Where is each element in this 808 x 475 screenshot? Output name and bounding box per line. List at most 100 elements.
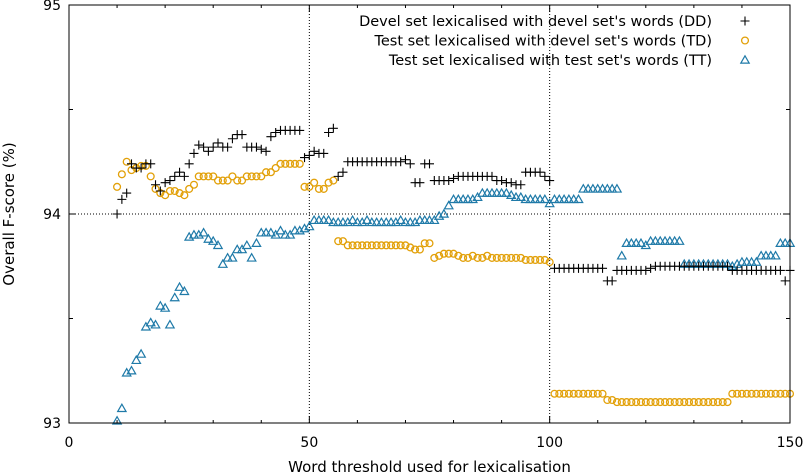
data-point — [305, 182, 314, 191]
data-point — [113, 182, 122, 191]
axis-ticks: 0 50 100 150 93 94 95 — [43, 0, 803, 451]
data-point — [536, 255, 545, 265]
data-point — [776, 389, 785, 398]
data-point — [122, 157, 131, 166]
data-point — [338, 237, 348, 246]
data-point — [584, 389, 593, 398]
data-point — [771, 389, 780, 398]
data-point — [395, 214, 406, 225]
data-point — [213, 176, 223, 185]
data-point — [286, 159, 295, 168]
data-point — [635, 237, 647, 248]
data-point — [627, 398, 636, 407]
data-point — [213, 138, 223, 148]
data-point — [415, 245, 424, 254]
data-point — [112, 209, 122, 219]
data-point — [256, 144, 266, 154]
data-point — [207, 235, 219, 245]
data-point — [540, 171, 550, 181]
data-point — [324, 178, 333, 187]
data-point — [646, 398, 655, 407]
data-point — [415, 178, 425, 188]
data-point — [348, 241, 357, 250]
data-point — [362, 241, 372, 250]
data-point — [217, 258, 229, 268]
data-point — [324, 127, 334, 137]
data-point — [396, 241, 405, 250]
data-point — [425, 239, 434, 248]
data-point — [401, 241, 410, 250]
data-point — [261, 146, 271, 156]
data-point — [208, 142, 218, 152]
legend-marker-circle — [740, 36, 750, 45]
data-point — [718, 398, 727, 407]
data-point — [328, 123, 338, 133]
data-point — [632, 398, 641, 407]
legend: Devel set lexicalised with devel set's w… — [359, 14, 751, 69]
y-tick-label: 94 — [43, 207, 61, 223]
data-point — [329, 176, 338, 185]
data-point — [487, 171, 497, 181]
data-point — [646, 263, 656, 273]
data-point — [262, 168, 271, 177]
data-point — [367, 241, 376, 250]
data-point — [733, 389, 742, 398]
data-point — [276, 159, 285, 168]
data-point — [680, 398, 689, 407]
data-point — [185, 184, 194, 193]
data-point — [116, 402, 128, 413]
data-point — [237, 130, 247, 140]
data-point — [170, 186, 179, 196]
data-point — [598, 263, 608, 273]
data-point — [539, 193, 551, 204]
data-point — [275, 225, 286, 235]
data-point — [203, 146, 213, 156]
data-point — [487, 253, 497, 262]
data-point — [622, 398, 631, 407]
data-point — [122, 188, 132, 198]
legend-marker-triangle — [739, 54, 751, 64]
data-point — [483, 251, 492, 260]
data-point — [184, 159, 194, 169]
data-point — [145, 317, 156, 327]
data-point — [435, 251, 444, 260]
data-point — [531, 255, 540, 265]
data-point — [449, 173, 459, 183]
data-point — [723, 261, 733, 271]
data-point — [300, 153, 310, 163]
legend-label-td: Test set lexicalised with devel set's wo… — [373, 34, 712, 50]
data-point — [685, 398, 694, 407]
data-point — [775, 265, 785, 275]
data-point — [189, 148, 199, 158]
data-point — [766, 389, 775, 398]
data-point — [781, 389, 790, 398]
data-point — [223, 176, 232, 185]
data-point — [212, 239, 224, 250]
data-point — [444, 176, 454, 186]
data-point — [560, 389, 569, 398]
data-point — [603, 395, 612, 405]
series-triangle — [111, 183, 796, 425]
data-point — [709, 398, 718, 407]
data-point — [641, 265, 651, 275]
data-point — [505, 189, 517, 199]
data-point — [752, 389, 761, 398]
reference-lines — [69, 5, 790, 423]
data-point — [159, 302, 171, 312]
x-axis-label: Word threshold used for lexicalisation — [288, 458, 571, 475]
data-point — [747, 389, 756, 398]
series-circle — [113, 157, 795, 407]
data-point — [271, 127, 281, 137]
data-point — [358, 241, 367, 250]
data-point — [761, 389, 771, 398]
legend-label-dd: Devel set lexicalised with devel set's w… — [359, 14, 712, 30]
data-point — [651, 398, 660, 407]
data-point — [607, 276, 617, 286]
data-point — [165, 186, 174, 196]
data-point — [770, 250, 781, 260]
data-point — [425, 159, 434, 169]
data-point — [309, 146, 319, 156]
data-point — [265, 227, 277, 237]
data-point — [728, 389, 737, 398]
data-point — [507, 253, 516, 262]
